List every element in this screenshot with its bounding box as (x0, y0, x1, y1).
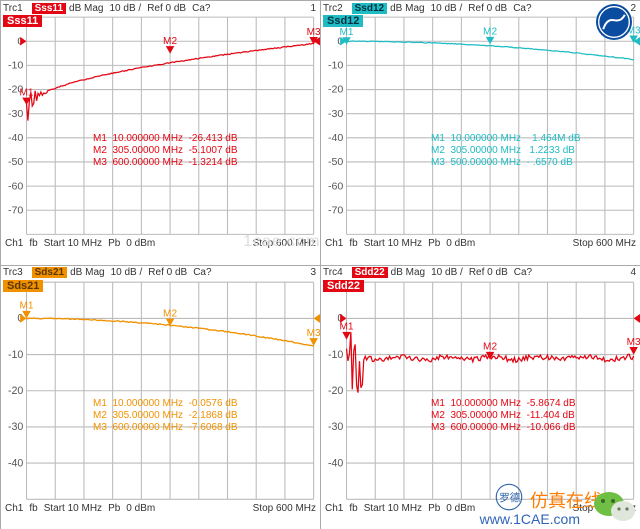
svg-text:-30: -30 (328, 108, 343, 120)
svg-text:-30: -30 (8, 421, 23, 433)
vna-screenshot: Trc1Sss11dB Mag10 dB /Ref 0 dBCa?1100-10… (0, 0, 640, 529)
plot-area: 100-10-20-30-40M1M2M3M1 10.000000 MHz -0… (1, 280, 320, 502)
param-tag: Ssd12 (323, 15, 363, 27)
plot-area: 100-10-20-30-40-50-60-70M1M2M3M1 10.0000… (1, 15, 320, 237)
svg-text:-20: -20 (8, 384, 23, 396)
svg-text:-30: -30 (8, 108, 23, 120)
svg-text:-10: -10 (328, 348, 343, 360)
svg-text:-10: -10 (8, 348, 23, 360)
channel-footer: Ch1fbStart 10 MHzPb0 dBmStop 600 MHz (1, 501, 320, 515)
watermark-wechat (592, 488, 638, 529)
svg-text:-50: -50 (328, 156, 343, 168)
svg-text:M2: M2 (163, 36, 177, 47)
svg-text:-40: -40 (8, 132, 23, 144)
marker-readout: M1 10.000000 MHz -5.8674 dBM2 305.00000 … (431, 398, 576, 434)
marker-readout: M1 10.000000 MHz -0.0576 dBM2 305.00000 … (93, 398, 238, 434)
svg-text:M2: M2 (483, 341, 497, 352)
svg-text:-20: -20 (328, 84, 343, 96)
marker-readout: M1 10.000000 MHz 1.464M dBM2 305.00000 M… (431, 133, 581, 169)
param-tag: Sdd22 (323, 280, 364, 292)
svg-text:M1: M1 (20, 88, 34, 99)
svg-text:-60: -60 (8, 180, 23, 192)
rs-logo (596, 4, 632, 43)
svg-text:M3: M3 (627, 336, 640, 347)
svg-text:-70: -70 (328, 204, 343, 216)
param-tag: Sss11 (3, 15, 42, 27)
svg-text:M1: M1 (340, 27, 354, 38)
svg-text:-10: -10 (328, 60, 343, 72)
panel-1: Trc1Sss11dB Mag10 dB /Ref 0 dBCa?1100-10… (0, 0, 320, 265)
channel-footer: Ch1fbStart 10 MHzPb0 dBmStop 600 MHz (321, 237, 640, 251)
svg-text:M2: M2 (163, 308, 177, 319)
svg-text:-10: -10 (8, 60, 23, 72)
svg-text:-70: -70 (8, 204, 23, 216)
plot-area: 100-10-20-30-40M1M2M3M1 10.000000 MHz -5… (321, 280, 640, 502)
panel-2: Trc2Ssd12dB Mag10 dB /Ref 0 dBCa?2100-10… (320, 0, 640, 265)
trace-header: Trc1Sss11dB Mag10 dB /Ref 0 dBCa?1 (1, 1, 320, 15)
svg-text:-20: -20 (328, 384, 343, 396)
trace-header: Trc3Sds21dB Mag10 dB /Ref 0 dBCa?3 (1, 266, 320, 280)
svg-text:-40: -40 (328, 457, 343, 469)
panel-3: Trc3Sds21dB Mag10 dB /Ref 0 dBCa?3100-10… (0, 265, 320, 529)
trace-header: Trc2Ssd12dB Mag10 dB /Ref 0 dBCa?2 (321, 1, 640, 15)
trace-header: Trc4Sdd22dB Mag10 dB /Ref 0 dBCa?4 (321, 266, 640, 280)
svg-text:M3: M3 (307, 327, 320, 338)
svg-text:M2: M2 (483, 27, 497, 38)
watermark-center: 1cae.com (243, 233, 320, 251)
svg-text:-40: -40 (8, 457, 23, 469)
panel-grid: Trc1Sss11dB Mag10 dB /Ref 0 dBCa?1100-10… (0, 0, 640, 529)
param-tag: Sds21 (3, 280, 43, 292)
svg-text:-60: -60 (328, 180, 343, 192)
svg-text:M1: M1 (340, 321, 354, 332)
marker-readout: M1 10.000000 MHz -26.413 dBM2 305.00000 … (93, 133, 238, 169)
svg-text:-30: -30 (328, 421, 343, 433)
watermark-rs2: 罗德 (494, 482, 524, 515)
svg-text:罗德: 罗德 (499, 491, 520, 504)
plot-area: 100-10-20-30-40-50-60-70M1M2M3M1 10.0000… (321, 15, 640, 237)
svg-text:-40: -40 (328, 132, 343, 144)
svg-text:-50: -50 (8, 156, 23, 168)
svg-text:M1: M1 (20, 300, 34, 311)
svg-text:M3: M3 (307, 27, 320, 38)
